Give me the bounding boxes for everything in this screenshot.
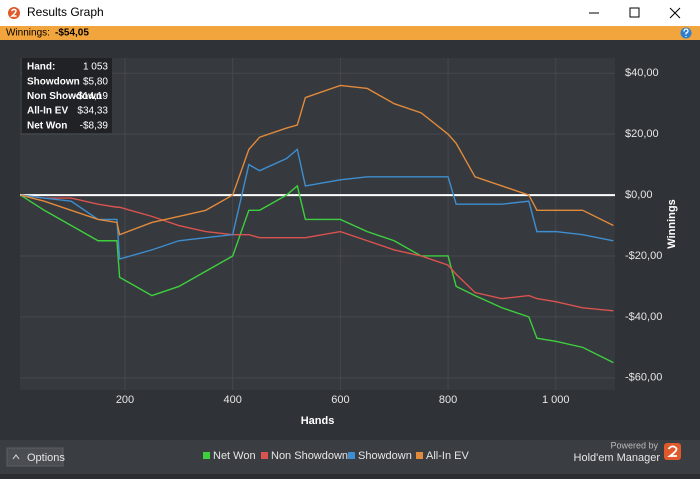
legend-swatch[interactable] (261, 452, 268, 459)
tooltip-label: Net Won (27, 120, 67, 131)
legend-swatch[interactable] (416, 452, 423, 459)
options-button[interactable] (6, 447, 64, 467)
tooltip-value: 1 053 (83, 62, 108, 73)
title-bar (0, 0, 700, 26)
brand-logo-glyph (667, 445, 678, 457)
series-line (20, 194, 614, 312)
brand-name: Hold'em Manager (574, 452, 661, 464)
plot: 200 400 600 800 1 000 $40,00 $20,00 $0,00 -$20,0… (20, 58, 678, 427)
app-icon-glyph (10, 8, 17, 17)
x-tick-label: 400 (224, 394, 242, 406)
x-tick-label: 200 (116, 394, 134, 406)
close-button[interactable] (669, 7, 681, 19)
series-line (20, 84, 614, 236)
y-tick-label: -$40,00 (625, 311, 662, 323)
window-title: Results Graph (27, 5, 104, 19)
legend-label[interactable]: All-In EV (426, 450, 469, 462)
y-tick-label: $20,00 (625, 128, 659, 140)
legend: Net Won Non Showdown Showdown All-In EV (203, 450, 469, 462)
tooltip-value: -$14,19 (74, 91, 108, 102)
maximize-button[interactable] (629, 7, 640, 18)
series-line (20, 148, 614, 260)
powered-by: Powered by (610, 440, 658, 450)
winnings-bar (0, 26, 700, 40)
y-axis-label: Winnings (666, 199, 678, 248)
tooltip-label: Hand: (27, 62, 55, 73)
plot-area (20, 58, 615, 390)
y-tick-label: $40,00 (625, 67, 659, 79)
x-tick-label: 600 (331, 394, 349, 406)
options-arrow (12, 454, 20, 460)
legend-label[interactable]: Showdown (358, 450, 412, 462)
x-axis-label: Hands (301, 415, 335, 427)
tooltip (22, 58, 112, 133)
series-line (20, 184, 614, 364)
legend-swatch[interactable] (348, 452, 355, 459)
winnings-label: Winnings: (6, 28, 50, 39)
options-label[interactable]: Options (27, 452, 65, 464)
y-tick-label: -$60,00 (625, 372, 662, 384)
legend-label[interactable]: Net Won (213, 450, 256, 462)
legend-swatch[interactable] (203, 452, 210, 459)
x-tick-label: 1 000 (542, 394, 570, 406)
x-tick-label: 800 (439, 394, 457, 406)
winnings-value: -$54,05 (55, 28, 89, 39)
tooltip-value: $5,80 (83, 76, 108, 87)
y-tick-label: -$20,00 (625, 250, 662, 262)
tooltip-value: -$8,39 (80, 120, 109, 131)
tooltip-label: Showdown (27, 76, 80, 87)
y-tick-label: $0,00 (625, 189, 653, 201)
tooltip-value: $34,33 (77, 106, 108, 117)
legend-label[interactable]: Non Showdown (271, 450, 348, 462)
tooltip-label: All-In EV (27, 106, 68, 117)
help-glyph (683, 28, 689, 37)
tooltip-label: Non Showdown (27, 91, 102, 102)
